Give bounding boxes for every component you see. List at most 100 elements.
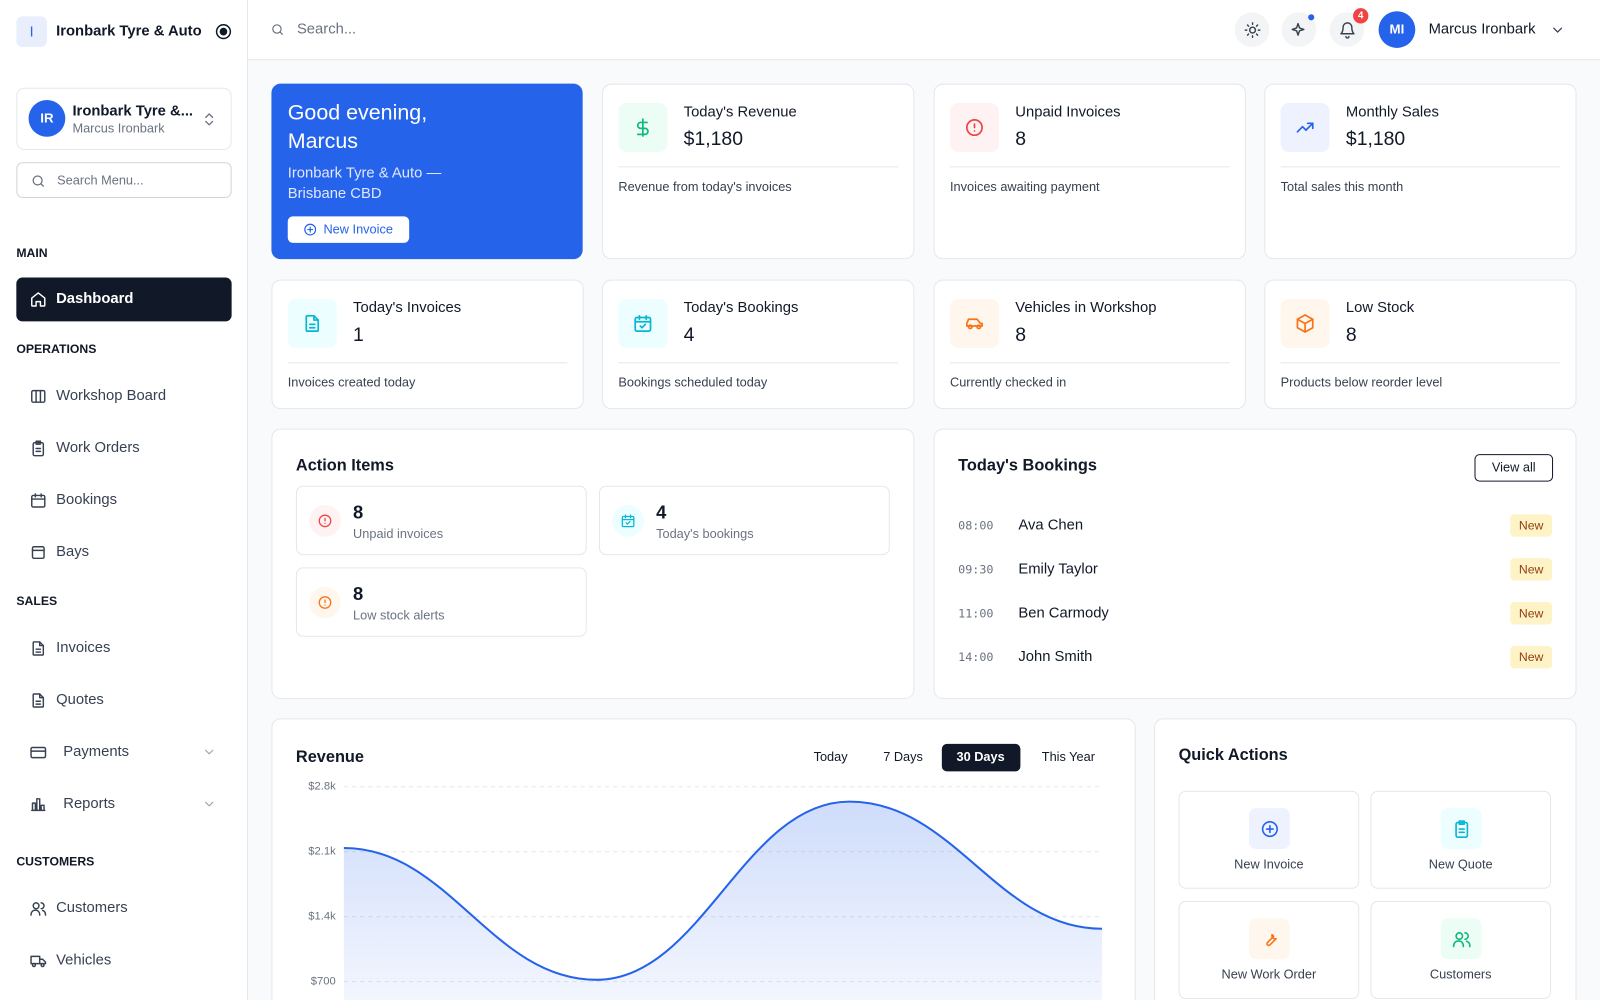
theme-toggle[interactable] bbox=[1234, 12, 1270, 47]
nav-item[interactable]: Bays bbox=[16, 531, 231, 575]
stat-divider bbox=[949, 166, 1230, 168]
nav-item[interactable]: Work Orders bbox=[16, 427, 231, 471]
nav-section-heading: OPERATIONS bbox=[16, 341, 97, 357]
quick-action[interactable]: New Work Order bbox=[1178, 901, 1360, 999]
range-tab[interactable]: 7 Days bbox=[883, 749, 923, 765]
stat-icon bbox=[1280, 103, 1330, 153]
nav-icon bbox=[31, 440, 44, 456]
stat-icon-glyph bbox=[965, 119, 983, 137]
action-item[interactable]: 8 Low stock alerts bbox=[295, 567, 587, 637]
quick-action[interactable]: Customers bbox=[1370, 901, 1552, 999]
stat-label: Monthly Sales bbox=[1345, 104, 1439, 121]
header-icon bbox=[1291, 22, 1305, 36]
menu-search[interactable]: Search Menu... bbox=[16, 162, 232, 198]
range-tab[interactable]: Today bbox=[813, 749, 848, 765]
quick-actions-card: Quick Actions New Invoice New Quote New Wor… bbox=[1154, 718, 1577, 1000]
action-icon-glyph bbox=[318, 596, 332, 609]
quick-action-label: New Invoice bbox=[1234, 857, 1304, 872]
nav-label: Dashboard bbox=[56, 290, 134, 308]
sidebar-toggle[interactable] bbox=[214, 22, 232, 40]
nav-label: Bays bbox=[56, 543, 90, 561]
stat-icon-glyph bbox=[1296, 122, 1314, 133]
org-switcher[interactable]: IR Ironbark Tyre &... Marcus Ironbark bbox=[16, 87, 232, 150]
nav-icon bbox=[29, 746, 46, 758]
nav-item[interactable]: Workshop Board bbox=[16, 374, 231, 418]
nav-icon bbox=[29, 955, 46, 967]
user-chevron bbox=[1552, 27, 1562, 33]
stat-divider bbox=[287, 362, 568, 364]
quick-action-icon bbox=[1248, 808, 1290, 849]
booking-time: 09:30 bbox=[958, 562, 994, 577]
stat-note: Invoices created today bbox=[287, 375, 416, 390]
booking-status: New bbox=[1510, 558, 1553, 581]
stat-note: Products below reorder level bbox=[1280, 375, 1443, 390]
brand-name: Ironbark Tyre & Auto bbox=[56, 23, 202, 40]
nav-label: Payments bbox=[63, 743, 130, 761]
quick-action-glyph bbox=[1452, 931, 1471, 947]
stat-value: 4 bbox=[683, 324, 695, 346]
action-icon-glyph bbox=[621, 514, 635, 528]
bookings-card: Today's Bookings View all 08:00 Ava Chen New… bbox=[933, 428, 1577, 699]
nav-label: Workshop Board bbox=[56, 387, 167, 405]
nav-item[interactable]: Payments bbox=[16, 731, 231, 775]
nav-item[interactable]: Dashboard bbox=[16, 277, 232, 322]
stat-note: Revenue from today's invoices bbox=[618, 179, 792, 194]
stat-icon-glyph bbox=[636, 118, 649, 137]
nav-item[interactable]: Vehicles bbox=[16, 939, 231, 983]
nav-item[interactable]: Customers bbox=[16, 887, 231, 931]
stat-label: Unpaid Invoices bbox=[1015, 104, 1121, 121]
sidebar: I Ironbark Tyre & Auto IR Ironbark Tyre &..… bbox=[0, 0, 248, 1000]
card-title: Today's Bookings bbox=[958, 457, 1097, 475]
nav-icon bbox=[30, 291, 45, 307]
quick-action-label: Customers bbox=[1429, 967, 1492, 982]
nav-icon bbox=[30, 492, 45, 508]
view-all-button[interactable]: View all bbox=[1474, 454, 1554, 482]
range-tab[interactable]: This Year bbox=[1041, 749, 1095, 765]
stat-note: Invoices awaiting payment bbox=[949, 179, 1100, 194]
stat-card: Low Stock 8 Products below reorder level bbox=[1264, 279, 1577, 410]
action-label: Today's bookings bbox=[656, 526, 754, 541]
nav-item[interactable]: Bookings bbox=[16, 479, 231, 523]
quick-action-label: New Work Order bbox=[1221, 967, 1317, 982]
menu-search-icon bbox=[32, 174, 44, 187]
nav-item[interactable]: Invoices bbox=[16, 627, 231, 671]
welcome-card: Good evening, Marcus Ironbark Tyre & Auto… bbox=[271, 83, 583, 260]
nav-icon bbox=[31, 545, 45, 559]
action-item[interactable]: 8 Unpaid invoices bbox=[295, 485, 587, 556]
nav-item[interactable]: Reports bbox=[16, 783, 231, 827]
stat-divider bbox=[949, 362, 1230, 364]
quick-action-icon bbox=[1440, 918, 1482, 960]
org-chevron bbox=[205, 113, 214, 126]
button-label: New Invoice bbox=[323, 222, 393, 237]
org-name: Ironbark Tyre &... bbox=[72, 103, 194, 120]
top-bar: Search... 4 MI Marcus Ironbark bbox=[247, 0, 1600, 61]
booking-time: 14:00 bbox=[958, 649, 994, 665]
nav-label: Invoices bbox=[56, 639, 111, 657]
booking-status: New bbox=[1510, 514, 1553, 537]
stat-note: Bookings scheduled today bbox=[618, 375, 768, 390]
action-icon-glyph bbox=[318, 514, 332, 528]
quick-action[interactable]: New Invoice bbox=[1178, 790, 1360, 889]
nav-label: Vehicles bbox=[56, 952, 112, 969]
stat-value: 1 bbox=[353, 324, 364, 346]
stat-icon-glyph bbox=[965, 318, 983, 330]
action-label: Unpaid invoices bbox=[353, 526, 444, 541]
booking-time: 11:00 bbox=[958, 606, 994, 621]
quick-action-glyph bbox=[1265, 933, 1277, 946]
stat-label: Today's Bookings bbox=[683, 299, 799, 317]
stat-icon bbox=[949, 103, 999, 153]
stat-icon bbox=[1280, 298, 1330, 348]
nav-item[interactable]: Quotes bbox=[16, 679, 231, 723]
card-title: Quick Actions bbox=[1178, 746, 1288, 765]
notification-badge: 4 bbox=[1353, 8, 1369, 24]
quick-action[interactable]: New Quote bbox=[1370, 790, 1552, 889]
stat-label: Vehicles in Workshop bbox=[1015, 299, 1157, 317]
range-tab[interactable]: 30 Days bbox=[941, 743, 1020, 772]
nav-label: Bookings bbox=[56, 491, 117, 509]
button-icon bbox=[304, 223, 317, 236]
action-item[interactable]: 4 Today's bookings bbox=[598, 485, 890, 556]
stat-value: 8 bbox=[1015, 128, 1027, 150]
search-input[interactable]: Search... bbox=[296, 21, 357, 38]
user-menu[interactable]: MI Marcus Ironbark bbox=[1378, 11, 1583, 48]
new-invoice-button[interactable]: New Invoice bbox=[287, 216, 410, 243]
